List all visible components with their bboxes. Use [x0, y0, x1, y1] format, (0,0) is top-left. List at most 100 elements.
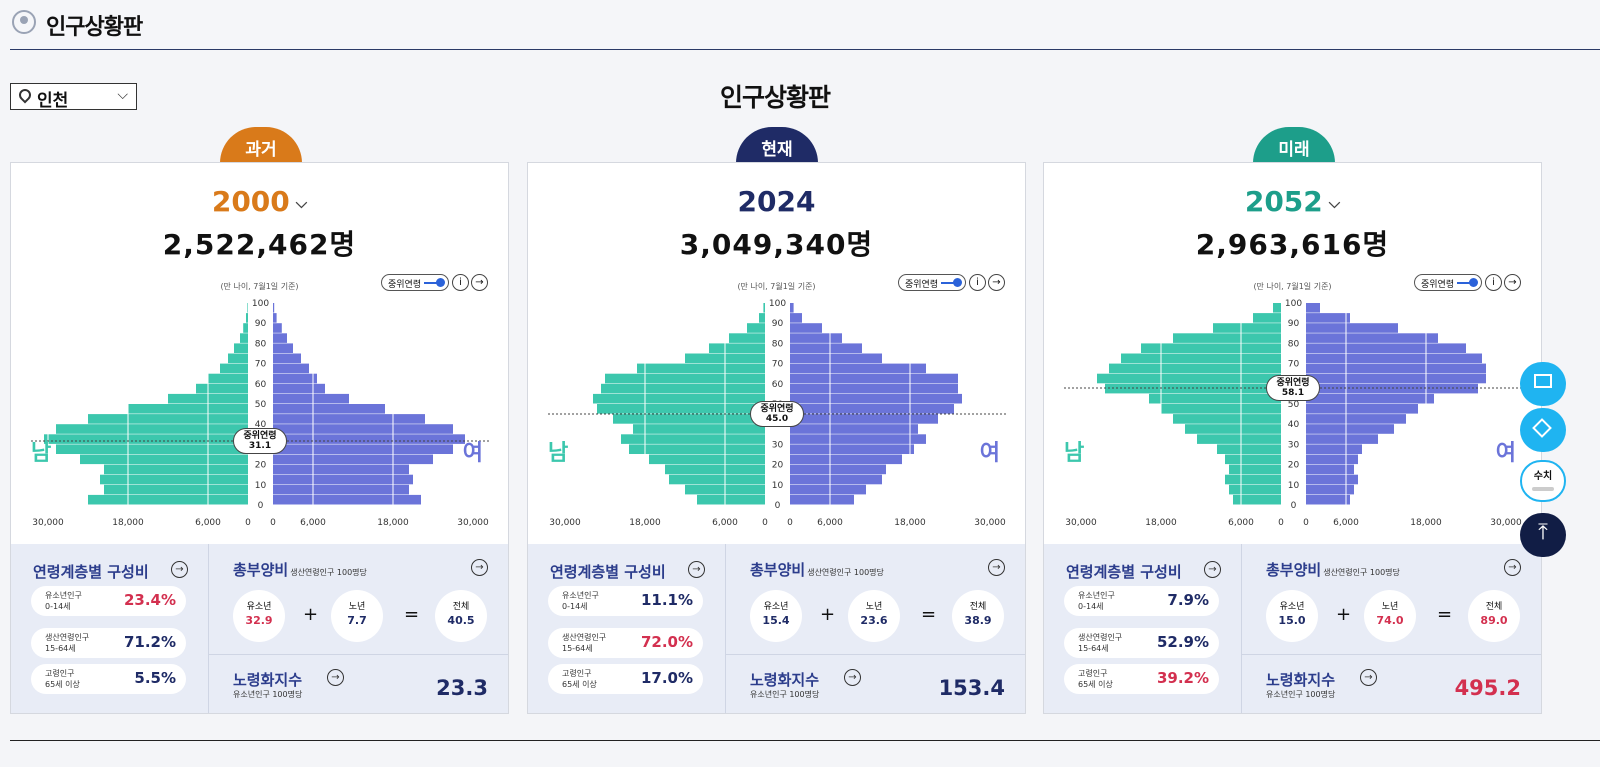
arrow-right-icon[interactable]: →	[471, 274, 488, 291]
median-age-toggle[interactable]: 중위연령	[898, 274, 966, 291]
male-bar	[605, 373, 765, 384]
male-bar	[246, 313, 248, 323]
male-bar	[1105, 383, 1281, 394]
female-bar	[790, 464, 886, 475]
age-group-range: 65세 이상	[562, 680, 597, 689]
plus-sign: +	[1336, 604, 1352, 625]
female-bar	[273, 363, 309, 374]
female-bar	[790, 474, 882, 485]
arrow-right-icon[interactable]: →	[1504, 274, 1521, 291]
scroll-top-button[interactable]: ⤒	[1520, 513, 1566, 557]
arrow-right-icon[interactable]: →	[1360, 669, 1377, 686]
arrow-right-icon[interactable]: →	[171, 561, 188, 578]
age-tick-label: 20	[772, 461, 784, 471]
bubble-label: 유소년	[1279, 602, 1305, 612]
median-age-toggle[interactable]: 중위연령	[1414, 274, 1482, 291]
dependency-bubble: 전체 38.9	[952, 590, 1004, 642]
female-bar	[790, 343, 862, 353]
x-tick-label-male: 6,000	[195, 518, 221, 528]
female-bar	[1306, 404, 1418, 414]
bubble-label: 전체	[452, 602, 470, 612]
arrow-right-icon[interactable]: →	[1204, 561, 1221, 578]
female-bar	[790, 333, 842, 343]
dependency-sub-label: 생산연령인구 100명당	[807, 568, 884, 577]
age-group-name: 고령인구	[45, 669, 75, 678]
toggle-track	[941, 282, 957, 284]
male-bar	[759, 313, 765, 323]
male-bar	[240, 333, 248, 343]
median-age-toggle[interactable]: 중위연령	[381, 274, 449, 291]
male-bar	[1197, 434, 1281, 444]
female-label: 여	[979, 441, 1000, 466]
age-tick-label: 80	[255, 339, 267, 349]
male-bar	[629, 444, 765, 454]
total-population: 3,049,340명	[679, 228, 874, 261]
female-bar	[273, 393, 349, 404]
arrow-right-icon[interactable]: →	[471, 559, 488, 576]
aging-index-sub: 유소년인구 100명당	[1266, 690, 1336, 699]
arrow-right-icon[interactable]: →	[327, 669, 344, 686]
dependency-ratio-title: 총부양비 생산연령인구 100명당	[1266, 559, 1400, 580]
year-selector[interactable]: 2052 ⌵	[1044, 185, 1541, 218]
female-bar	[1306, 333, 1438, 343]
male-bar	[1225, 474, 1281, 485]
age-composition-row: 고령인구 65세 이상 5.5%	[31, 664, 186, 694]
male-bar	[88, 414, 248, 424]
age-tick-label: 90	[255, 319, 267, 329]
male-bar	[601, 383, 765, 394]
presentation-button[interactable]	[1520, 362, 1566, 406]
year-selector[interactable]: 2024	[528, 185, 1025, 218]
year-selector[interactable]: 2000 ⌵	[11, 185, 508, 218]
median-toggle-label: 중위연령	[388, 280, 422, 290]
plus-sign: +	[820, 604, 836, 625]
age-tick-label: 70	[1288, 360, 1300, 370]
female-bar	[790, 434, 926, 444]
age-tick-label: 50	[1288, 400, 1300, 410]
arrow-right-icon[interactable]: →	[1504, 559, 1521, 576]
female-bar	[790, 313, 802, 323]
arrow-right-icon[interactable]: →	[988, 274, 1005, 291]
female-bar	[273, 474, 413, 485]
info-icon[interactable]: i	[969, 274, 986, 291]
arrow-right-icon[interactable]: →	[844, 669, 861, 686]
female-bar	[273, 484, 409, 495]
x-tick-label-female: 30,000	[1490, 518, 1522, 528]
age-group-name: 유소년인구	[45, 591, 82, 600]
bubble-label: 노년	[1381, 602, 1399, 612]
stats-divider	[1241, 544, 1242, 713]
female-bar	[273, 353, 301, 364]
female-bar	[790, 393, 962, 404]
female-bar	[273, 414, 425, 424]
male-bar	[208, 373, 248, 384]
male-bar	[1229, 464, 1281, 475]
age-group-name: 유소년인구	[562, 591, 599, 600]
age-tick-label: 100	[252, 299, 269, 309]
male-bar	[709, 343, 765, 353]
dependency-bubble: 노년 74.0	[1364, 590, 1416, 642]
region-select[interactable]: 인천 ⌵	[10, 83, 137, 111]
male-bar	[669, 474, 765, 485]
layers-button[interactable]	[1520, 408, 1566, 452]
age-tick-label: 30	[1288, 440, 1300, 450]
chevron-down-icon: ⌵	[117, 87, 128, 103]
male-bar	[747, 323, 765, 333]
numeric-toggle-button[interactable]: 수치	[1520, 460, 1566, 502]
female-bar	[790, 303, 794, 313]
panel-2024: 2024 3,049,340명 (만 나이, 7월1일 기준) 중위연령 i → 0 10 20…	[527, 162, 1026, 714]
female-bar	[790, 383, 958, 394]
x-tick-label-male: 18,000	[629, 518, 661, 528]
age-tick-label: 50	[255, 400, 267, 410]
info-icon[interactable]: i	[452, 274, 469, 291]
median-age-badge: 중위연령 58.1	[1266, 375, 1320, 401]
age-group-range: 0-14세	[1078, 602, 1104, 611]
age-group-label: 생산연령인구 15-64세	[1078, 632, 1122, 654]
layers-icon	[1532, 418, 1552, 438]
female-bar	[1306, 323, 1398, 333]
arrow-right-icon[interactable]: →	[688, 561, 705, 578]
female-bar	[273, 323, 282, 333]
age-tick-label: 80	[772, 339, 784, 349]
info-icon[interactable]: i	[1485, 274, 1502, 291]
x-tick-label-female: 30,000	[974, 518, 1006, 528]
female-bar	[790, 353, 882, 364]
arrow-right-icon[interactable]: →	[988, 559, 1005, 576]
